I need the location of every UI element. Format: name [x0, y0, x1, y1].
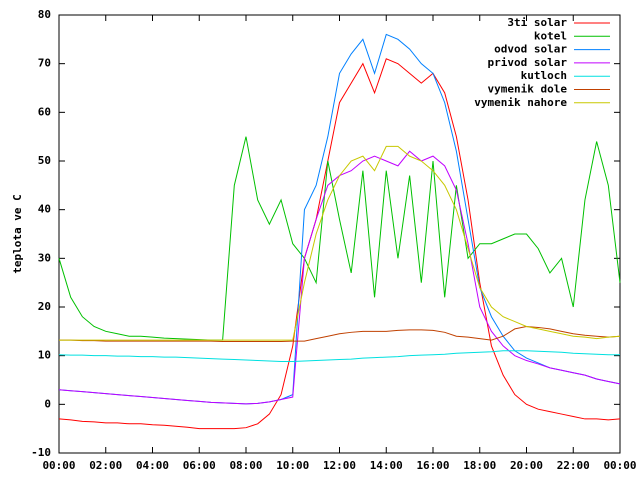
x-tick-label: 14:00	[370, 459, 403, 472]
legend-label: kutloch	[521, 69, 567, 82]
series-line	[59, 145, 621, 341]
y-tick-label: 0	[44, 397, 51, 410]
x-tick-label: 02:00	[89, 459, 122, 472]
series-line	[58, 136, 621, 341]
y-tick-label: 50	[38, 154, 51, 167]
legend-label: vymenik dole	[488, 83, 568, 96]
y-tick-label: 80	[38, 8, 51, 21]
x-tick-label: 10:00	[276, 459, 309, 472]
legend-label: privod solar	[488, 56, 568, 69]
legend-label: 3ti solar	[507, 16, 567, 29]
legend-label: odvod solar	[494, 43, 567, 56]
y-tick-label: 10	[38, 349, 51, 362]
legend-label: vymenik nahore	[474, 96, 567, 109]
y-tick-label: 70	[38, 57, 51, 70]
legend-label: kotel	[534, 29, 567, 42]
y-tick-label: 20	[38, 300, 51, 313]
series-line	[58, 58, 621, 430]
x-tick-label: 04:00	[136, 459, 169, 472]
series-line	[58, 150, 621, 405]
y-tick-label: 30	[38, 251, 51, 264]
x-tick-label: 06:00	[183, 459, 216, 472]
y-tick-label: 40	[38, 203, 51, 216]
y-tick-label: -10	[31, 446, 51, 459]
x-tick-label: 00:00	[603, 459, 636, 472]
x-tick-label: 16:00	[416, 459, 449, 472]
x-tick-label: 18:00	[463, 459, 496, 472]
x-tick-label: 20:00	[510, 459, 543, 472]
x-tick-label: 00:00	[42, 459, 75, 472]
y-axis-label: teplota ve C	[11, 194, 24, 273]
x-tick-label: 08:00	[229, 459, 262, 472]
x-tick-label: 12:00	[323, 459, 356, 472]
x-tick-label: 22:00	[557, 459, 590, 472]
y-tick-label: 60	[38, 105, 51, 118]
series-line	[58, 350, 620, 363]
